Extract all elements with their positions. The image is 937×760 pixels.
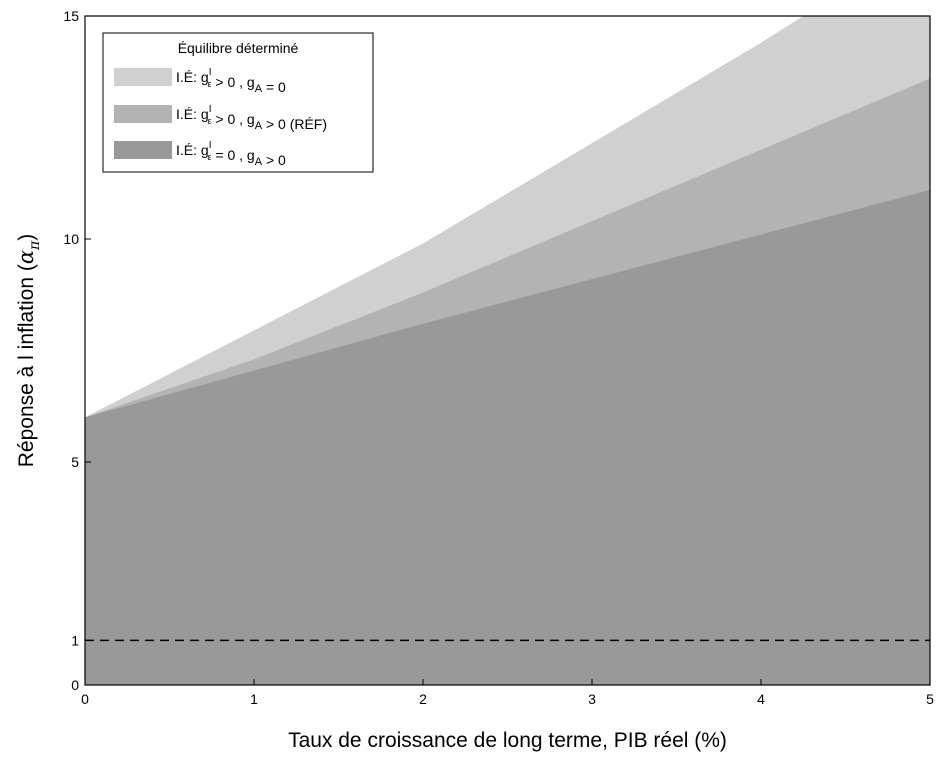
x-tick-label: 0 [81, 691, 89, 707]
legend-items: I.É: gI ε > 0 , gA = 0 I.É: gI ε > 0 , gA >… [114, 67, 327, 168]
x-tick-label: 1 [250, 691, 258, 707]
x-tick-label: 3 [588, 691, 596, 707]
area-series-3 [85, 189, 930, 685]
legend-swatch-3 [114, 141, 172, 159]
y-tick-label: 10 [63, 231, 79, 247]
x-tick-label: 4 [757, 691, 765, 707]
x-tick-label: 5 [926, 691, 934, 707]
y-tick-label: 0 [71, 677, 79, 693]
legend-title: Équilibre déterminé [178, 40, 299, 56]
legend-label-1: I.É: gI ε > 0 , gA = 0 [176, 67, 286, 95]
legend-swatch-1 [114, 68, 172, 86]
legend-label-2: I.É: gI ε > 0 , gA > 0 (RÉF) [176, 104, 327, 132]
y-axis-title: Réponse à l inflation (απ) [14, 234, 43, 468]
legend: Équilibre déterminé I.É: gI ε > 0 , gA = … [102, 32, 374, 173]
legend-swatch-2 [114, 105, 172, 123]
y-tick-label: 15 [63, 8, 79, 24]
x-tick-label: 2 [419, 691, 427, 707]
legend-label-3: I.É: gI ε = 0 , gA > 0 [176, 140, 286, 168]
x-axis-title: Taux de croissance de long terme, PIB ré… [288, 729, 727, 752]
plot-frame [84, 15, 931, 686]
y-tick-label: 5 [71, 454, 79, 470]
x-axis: 0 1 2 3 4 5 [81, 679, 934, 707]
area-layer [85, 16, 930, 685]
y-tick-label: 1 [71, 632, 79, 648]
